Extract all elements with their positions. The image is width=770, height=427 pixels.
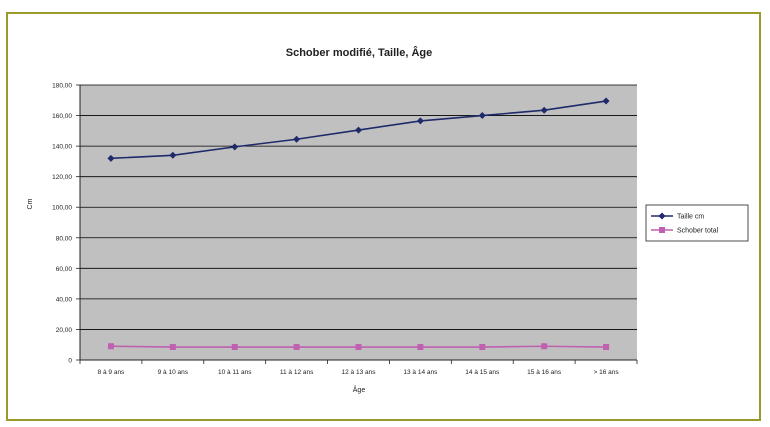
data-point — [107, 154, 115, 162]
gridlines — [80, 84, 637, 330]
x-tick-label: 9 à 10 ans — [158, 369, 189, 376]
x-tick-label: 13 à 14 ans — [403, 369, 438, 376]
data-point — [293, 344, 300, 351]
series-layer — [107, 97, 610, 351]
legend: Taille cm Schober total — [645, 204, 749, 242]
data-point — [169, 344, 176, 351]
plot-area — [80, 85, 637, 360]
x-axis-title: Âge — [353, 385, 366, 394]
chart-title: Schober modifié, Taille, Âge — [286, 46, 433, 59]
data-point — [540, 106, 548, 114]
y-tick-label: 40,00 — [56, 296, 73, 303]
y-tick-label: 80,00 — [56, 235, 73, 242]
data-point — [355, 126, 362, 134]
legend-entry: Taille cm — [651, 212, 704, 221]
data-point — [169, 151, 177, 159]
line-chart: Schober modifié, Taille, Âge 0 20,00 40,00… — [27, 46, 749, 394]
data-point — [416, 117, 424, 125]
legend-label: Schober total — [677, 228, 719, 235]
data-point — [478, 112, 486, 120]
x-tick-label: 11 à 12 ans — [280, 369, 314, 376]
data-point — [231, 143, 239, 151]
x-tick-label: 8 à 9 ans — [98, 369, 125, 376]
data-point — [417, 344, 424, 351]
data-point — [603, 344, 610, 351]
x-tick-label: 14 à 15 ans — [465, 369, 500, 376]
x-axis-tick-labels: 8 à 9 ans 9 à 10 ans 10 à 11 ans 11 à 12 an… — [79, 360, 638, 376]
legend-label: Taille cm — [677, 214, 704, 221]
y-axis-title: Cm — [27, 198, 34, 209]
data-point — [293, 135, 301, 143]
series-2 — [107, 343, 610, 351]
data-point — [107, 343, 114, 350]
y-tick-label: 160,00 — [52, 113, 72, 120]
data-point — [355, 344, 362, 351]
legend-marker — [659, 227, 665, 233]
y-tick-label: 20,00 — [56, 327, 73, 334]
legend-marker — [658, 212, 666, 220]
chart-frame: Schober modifié, Taille, Âge 0 20,00 40,00… — [6, 12, 761, 421]
x-tick-label: 10 à 11 ans — [218, 369, 252, 376]
x-tick-label: 12 à 13 ans — [342, 369, 377, 376]
x-tick-label: 15 à 16 ans — [527, 369, 562, 376]
y-tick-label: 60,00 — [56, 266, 73, 273]
y-tick-label: 100,00 — [52, 205, 72, 212]
legend-box — [645, 204, 749, 242]
y-tick-label: 120,00 — [52, 174, 72, 181]
y-tick-label: 180,00 — [52, 83, 72, 90]
series-1 — [107, 97, 610, 162]
legend-entry: Schober total — [651, 227, 719, 235]
y-tick-label: 0 — [68, 358, 72, 365]
y-tick-label: 140,00 — [52, 144, 72, 151]
data-point — [541, 343, 548, 350]
data-point — [479, 344, 486, 351]
x-tick-label: > 16 ans — [593, 369, 619, 376]
data-point — [602, 97, 610, 105]
data-point — [231, 344, 238, 351]
y-axis-tick-labels: 0 20,00 40,00 60,00 80,00 100,00 120,00 140,00 1… — [52, 83, 80, 365]
